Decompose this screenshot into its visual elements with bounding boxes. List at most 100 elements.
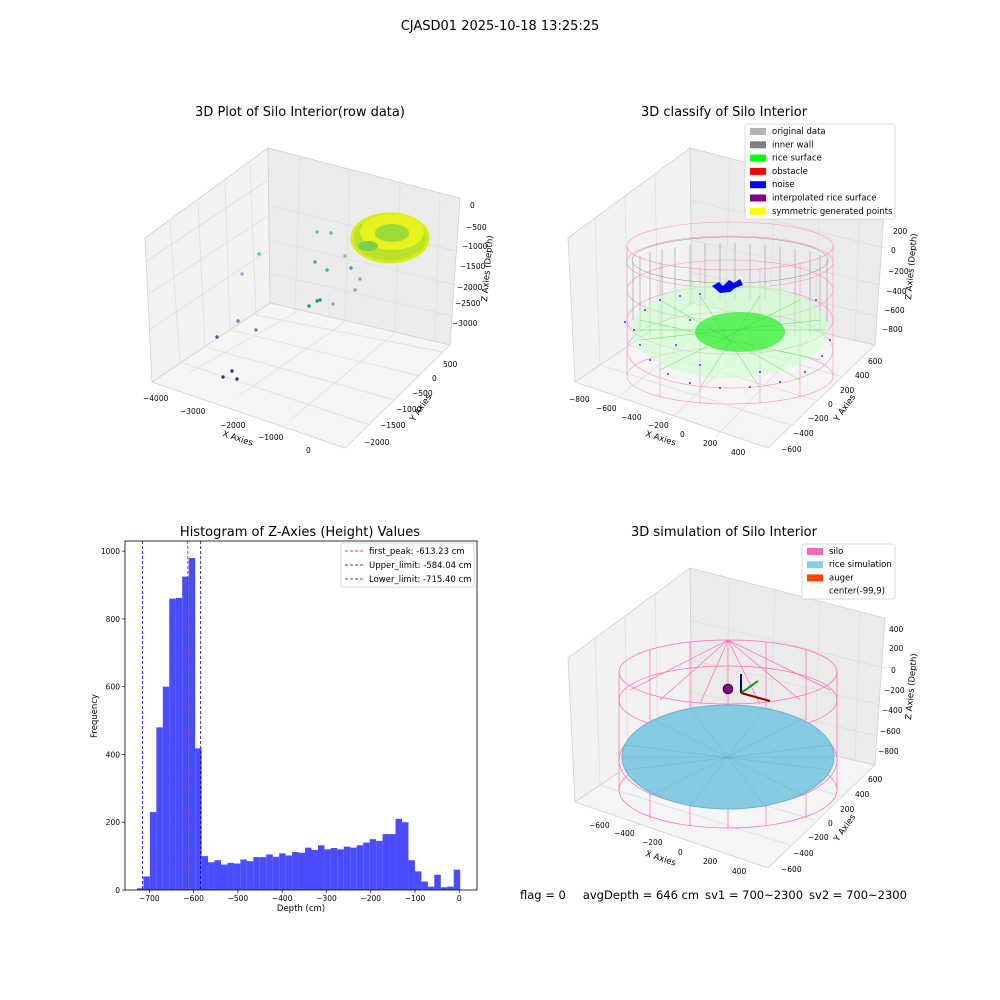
status-flag: flag = 0 [520,888,566,902]
classify-z-tick: −200 [888,267,909,276]
hist-bar: 40 [143,876,150,890]
simulation-y-tick: −600 [781,865,802,874]
classify-title: 3D classify of Silo Interior [641,105,808,120]
classify-y-tick: 200 [840,386,855,395]
hist-bar: 165 [382,834,390,890]
classify-z-tick: −600 [884,306,905,315]
classify-legend-label: symmetric generated points [772,207,893,217]
classify-legend-label: interpolated rice surface [772,194,877,204]
hist-legend-label: first_peak: -613.23 cm [369,547,465,557]
hist-bar: 97 [253,857,260,890]
classify-legend-swatch [750,128,766,135]
simulation-y-tick: 600 [868,775,883,784]
raw-dense-cluster [350,212,430,264]
hist-bar: 25 [421,881,428,890]
classify-z-tick: −400 [886,287,907,296]
hist-bar: 60 [453,869,461,890]
simulation-y-tick: −200 [808,833,829,842]
simulation-x-ticks: −600 −400 −200 0 200 400 [589,821,747,876]
classify-y-ticks: 600 400 200 0 −200 −400 −600 [781,357,883,454]
hist-frame [124,540,478,891]
hist-bar: 200 [401,822,409,890]
raw-point [235,377,239,381]
raw-point [349,266,353,270]
hist-xtick-label: −400 [272,894,293,903]
raw-point [236,319,240,323]
hist-bar: 210 [395,818,402,890]
classify-legend-swatch [750,194,766,202]
classify-legend-swatch [750,167,766,175]
hist-xtick-label: −200 [360,894,381,903]
hist-bar: 88 [214,860,221,890]
raw-z-ticks: 0 −500 −1000 −1500 −2000 −2500 −3000 [452,201,488,328]
simulation-z-tick: 200 [889,644,904,653]
classify-x-tick: −200 [648,421,669,430]
classify-xlabel: X Axies [644,429,677,448]
hist-bar: 860 [169,598,176,890]
raw-point [257,252,261,256]
simulation-x-tick: 0 [678,848,683,857]
hist-xtick-label: −700 [139,894,160,903]
simulation-legend: silo rice simulation auger center(-99,9) [801,543,896,600]
simulation-legend-label: rice simulation [829,560,892,570]
classify-y-tick: −400 [793,429,814,438]
raw-point [240,272,244,276]
raw-y-ticks: 500 0 −500 −1000 −1500 −2000 [364,360,458,447]
hist-bar: 75 [220,864,228,890]
simulation-xlabel: X Axies [644,849,677,868]
hist-xlabel: Depth (cm) [277,904,325,914]
raw-point [353,288,357,292]
hist-bar: 105 [266,854,273,890]
simulation-legend-swatch [807,561,823,569]
hist-bar: 82 [208,862,215,890]
hist-bar: 5 [136,888,144,890]
classify-z-tick: 0 [891,246,896,255]
classify-legend-swatch [750,154,766,162]
hist-bar: 132 [356,845,364,890]
simulation-legend-label: center(-99,9) [829,587,885,597]
classify-z-tick: −800 [882,325,903,334]
classify-legend-label: rice surface [772,154,822,164]
simulation-legend-label: auger [829,573,854,583]
raw-z-tick: −2500 [455,299,481,308]
hist-bar: 862 [175,597,183,890]
hist-xtick-label: −100 [405,894,426,903]
hist-ytick-label: 1000 [101,547,120,556]
hist-bar: 600 [162,686,170,890]
hist-bar: 128 [343,846,351,890]
raw-scatter-points [215,230,362,381]
raw-z-tick: 0 [470,201,475,210]
raw-point [318,298,322,302]
classify-legend-swatch [750,141,766,149]
classify-z-tick: 200 [893,227,908,236]
panel-raw-3d: 3D Plot of Silo Interior(row data) [143,105,496,455]
simulation-x-tick: −600 [589,821,610,830]
hist-bar: 140 [363,842,370,890]
hist-xtick-label: −600 [183,894,204,903]
classify-legend-label: noise [772,180,795,190]
hist-xtick-label: −300 [316,894,337,903]
raw-axes-box [144,147,461,449]
classify-legend-label: original data [772,127,826,137]
hist-bar: 112 [292,852,299,890]
classify-x-tick: 0 [680,430,685,439]
raw-point [221,375,225,379]
raw-z-tick: −500 [466,223,487,232]
simulation-z-ticks: 400 200 0 −200 −400 −600 −800 [878,625,905,756]
classify-inner-wall [631,236,829,340]
simulation-x-tick: 400 [732,867,747,876]
simulation-legend-label: silo [829,547,843,557]
classify-legend: original data inner wall rice surface obsta… [744,123,896,220]
hist-bar: 88 [408,860,415,890]
classify-y-tick: 400 [855,371,870,380]
simulation-y-tick: 0 [828,819,833,828]
hist-bar: 418 [195,748,202,890]
simulation-y-ticks: 600 400 200 0 −200 −400 −600 [781,775,883,874]
simulation-y-tick: 400 [855,790,870,799]
hist-ytick-label: 800 [106,615,121,624]
hist-legend-label: Upper_limit: -584.04 cm [369,561,472,571]
hist-bar: 125 [350,847,357,890]
raw-y-tick: 500 [443,360,458,369]
raw-point [358,277,362,281]
